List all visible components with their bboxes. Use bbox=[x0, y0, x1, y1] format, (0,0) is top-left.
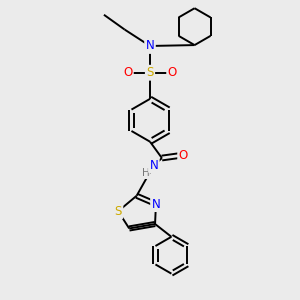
Text: N: N bbox=[152, 198, 160, 211]
Text: N: N bbox=[149, 159, 158, 172]
Text: O: O bbox=[123, 66, 132, 79]
Text: N: N bbox=[146, 40, 154, 52]
Text: O: O bbox=[168, 66, 177, 79]
Text: S: S bbox=[146, 66, 154, 79]
Text: S: S bbox=[115, 205, 122, 218]
Text: O: O bbox=[179, 148, 188, 162]
Text: H: H bbox=[142, 169, 149, 178]
